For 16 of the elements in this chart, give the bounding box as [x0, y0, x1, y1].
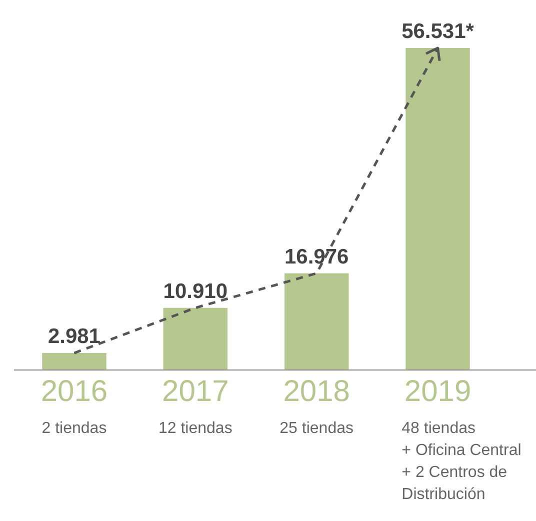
bar [163, 308, 228, 370]
text: 25 tiendas [280, 420, 354, 437]
x-tick-label: 2019 [404, 375, 472, 408]
data-label: 2.981 [48, 325, 101, 348]
data-label: 16.976 [284, 245, 349, 268]
text: 48 tiendas + Oficina Central + 2 Centros de Distribución [402, 420, 522, 503]
text: 12 tiendas [158, 420, 232, 437]
text: 2 tiendas [42, 420, 107, 437]
x-tick-label: 2017 [162, 375, 229, 408]
data-label: 56.531* [402, 20, 475, 43]
bar [406, 48, 470, 370]
data-label: 10.910 [163, 280, 228, 303]
x-tick-label: 2016 [40, 375, 108, 408]
bar [284, 273, 349, 370]
x-tick-label: 2018 [283, 375, 350, 408]
bar [42, 353, 106, 370]
